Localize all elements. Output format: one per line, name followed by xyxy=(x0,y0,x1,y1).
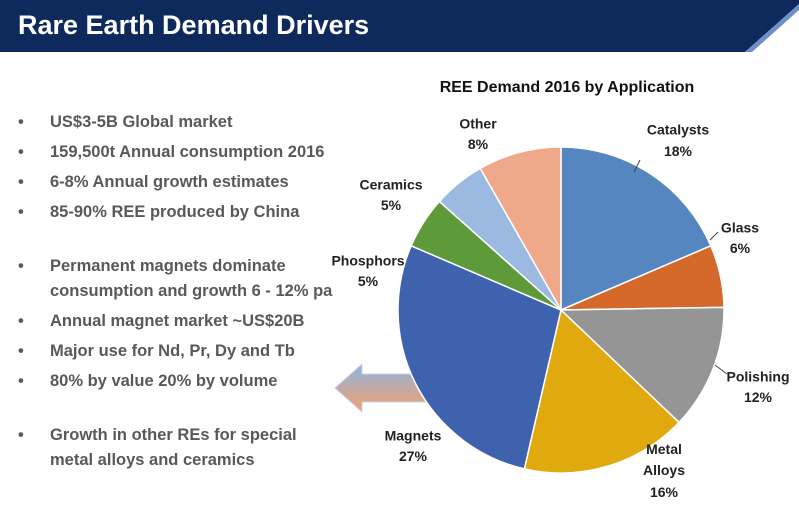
bullet-group: US$3-5B Global market 159,500t Annual con… xyxy=(18,110,332,225)
bullet-item: 80% by value 20% by volume xyxy=(18,369,332,394)
slice-label: Catalysts xyxy=(646,121,710,138)
bullet-item: 159,500t Annual consumption 2016 xyxy=(18,140,332,165)
pie-slice xyxy=(559,306,725,424)
pie-slice xyxy=(479,146,562,313)
pie-slice xyxy=(523,308,681,474)
bullet-group: Permanent magnets dominate consumption an… xyxy=(18,254,332,394)
bullet-text: 159,500t Annual consumption 2016 xyxy=(50,143,325,161)
bullet-text: Annual magnet market ~US$20B xyxy=(50,312,305,330)
bullet-group: Growth in other REs for special metal all… xyxy=(18,423,332,473)
slice-value-label: 27% xyxy=(398,448,428,464)
slide-title: Rare Earth Demand Drivers xyxy=(18,10,369,40)
pie xyxy=(397,146,725,474)
slice-label: Magnets xyxy=(384,427,442,444)
leader-line xyxy=(714,364,728,375)
slice-label: Ceramics xyxy=(359,176,423,193)
bullet-text: Permanent magnets dominate xyxy=(50,257,286,275)
bullet-item: 6-8% Annual growth estimates xyxy=(18,170,332,195)
slice-value-label: 16% xyxy=(649,484,679,500)
bullet-text: 85-90% REE produced by China xyxy=(50,203,300,221)
leader-line xyxy=(633,159,641,173)
bullet-text: 80% by value 20% by volume xyxy=(50,372,278,390)
pie-slice xyxy=(560,146,712,312)
slice-label: Phosphors xyxy=(331,252,405,269)
bullet-item: Annual magnet market ~US$20B xyxy=(18,309,332,334)
slice-value-label: 5% xyxy=(357,273,379,289)
bullet-text: consumption and growth 6 - 12% pa xyxy=(50,282,333,300)
slice-value-label: 6% xyxy=(729,240,751,256)
slice-label: Glass xyxy=(720,219,760,236)
bullet-text: 6-8% Annual growth estimates xyxy=(50,173,289,191)
slice-value-label: 18% xyxy=(663,143,693,159)
bullet-item: Permanent magnets dominate consumption an… xyxy=(18,254,332,304)
slice-label: Other xyxy=(459,115,497,132)
pie-slice xyxy=(397,244,562,470)
header-stripe xyxy=(745,4,799,52)
bullet-text: US$3-5B Global market xyxy=(50,113,233,131)
bullet-item: Major use for Nd, Pr, Dy and Tb xyxy=(18,339,332,364)
bullet-list: US$3-5B Global market 159,500t Annual con… xyxy=(18,110,332,502)
leader-lines xyxy=(633,159,728,375)
bullet-text: metal alloys and ceramics xyxy=(50,451,255,469)
bullet-item: Growth in other REs for special metal all… xyxy=(18,423,332,473)
slice-value-label: 12% xyxy=(743,389,773,405)
bullet-text: Growth in other REs for special xyxy=(50,426,297,444)
slice-value-label: 8% xyxy=(467,136,489,152)
bullet-item: 85-90% REE produced by China xyxy=(18,200,332,225)
slice-label: Polishing xyxy=(726,368,790,385)
slice-value-label: 5% xyxy=(380,197,402,213)
bullet-item: US$3-5B Global market xyxy=(18,110,332,135)
header-bar xyxy=(0,0,799,52)
slice-label: Metal Alloys xyxy=(642,441,686,478)
bullet-text: Major use for Nd, Pr, Dy and Tb xyxy=(50,342,295,360)
leader-line xyxy=(709,231,719,241)
chart-title: REE Demand 2016 by Application xyxy=(440,79,695,96)
